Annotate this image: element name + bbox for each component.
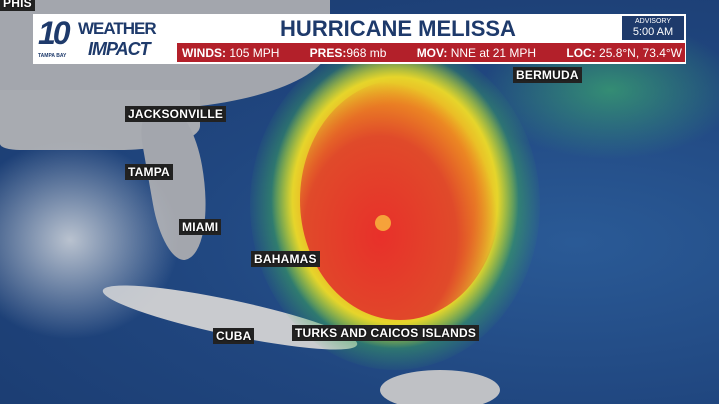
logo-line2: IMPACT xyxy=(88,39,151,59)
weather-banner: 10 WEATHER IMPACT TAMPA BAY HURRICANE ME… xyxy=(33,14,686,64)
advisory-box: ADVISORY 5:00 AM xyxy=(622,16,684,40)
logo-number: 10 xyxy=(38,15,71,51)
hurricane-core xyxy=(300,80,500,320)
label-tampa: TAMPA xyxy=(125,164,173,180)
stat-location: LOC: 25.8°N, 73.4°W xyxy=(566,45,682,60)
stat-movement: MOV: NNE at 21 MPH xyxy=(416,45,537,60)
label-miami: MIAMI xyxy=(179,219,222,235)
storm-stats-bar: WINDS: 105 MPH PRES:968 mb MOV: NNE at 2… xyxy=(177,43,685,62)
logo-line1: WEATHER xyxy=(78,19,157,38)
weather-impact-logo: 10 WEATHER IMPACT TAMPA BAY xyxy=(36,16,176,62)
label-bahamas: BAHAMAS xyxy=(251,251,320,267)
label-bermuda: BERMUDA xyxy=(513,67,582,83)
stat-winds: WINDS: 105 MPH xyxy=(182,45,280,60)
advisory-label: ADVISORY xyxy=(634,18,672,25)
label-jacksonville: JACKSONVILLE xyxy=(125,106,227,122)
advisory-time: 5:00 AM xyxy=(632,26,674,38)
label-turks-caicos: TURKS AND CAICOS ISLANDS xyxy=(292,325,480,341)
label-memphis: PHIS xyxy=(0,0,35,11)
stat-pressure: PRES:968 mb xyxy=(309,45,387,60)
hispaniola-land xyxy=(380,370,500,404)
hurricane-eye xyxy=(375,215,391,231)
label-cuba: CUBA xyxy=(213,328,255,344)
logo-station: TAMPA BAY xyxy=(38,53,67,59)
storm-title: HURRICANE MELISSA xyxy=(280,16,516,41)
